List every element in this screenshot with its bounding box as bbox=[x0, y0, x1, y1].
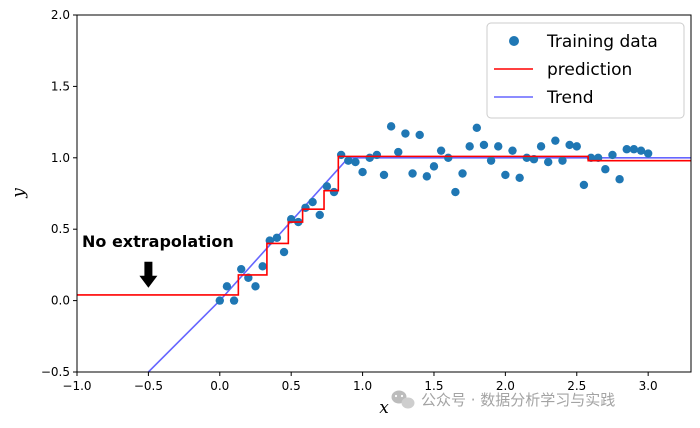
x-tick-label: 2.5 bbox=[567, 379, 586, 393]
x-tick-label: 1.0 bbox=[353, 379, 372, 393]
data-point bbox=[408, 169, 417, 178]
trend-line bbox=[147, 157, 691, 372]
x-tick-label: −1.0 bbox=[62, 379, 91, 393]
data-point bbox=[379, 170, 389, 180]
y-tick-label: 1.5 bbox=[51, 79, 70, 93]
data-point bbox=[465, 142, 474, 151]
x-tick-label: 0.0 bbox=[210, 379, 229, 393]
data-point bbox=[365, 153, 374, 162]
legend: Training data prediction Trend bbox=[486, 22, 685, 119]
x-tick-label: 1.5 bbox=[424, 379, 443, 393]
data-point bbox=[472, 123, 482, 133]
data-point bbox=[608, 150, 617, 160]
legend-label-trend: Trend bbox=[546, 88, 594, 108]
data-point bbox=[401, 129, 410, 138]
y-tick-label: −0.5 bbox=[41, 365, 70, 379]
x-tick-label: 0.5 bbox=[282, 379, 301, 393]
data-point bbox=[508, 146, 517, 155]
x-tick-label: 2.0 bbox=[496, 379, 515, 393]
data-point bbox=[615, 175, 624, 184]
data-point bbox=[258, 262, 267, 271]
data-point bbox=[565, 140, 574, 150]
data-point bbox=[415, 130, 424, 140]
data-point bbox=[429, 162, 439, 171]
prediction-line bbox=[77, 155, 691, 296]
legend-box bbox=[486, 22, 685, 119]
data-point bbox=[279, 247, 289, 257]
data-point bbox=[536, 142, 546, 151]
data-point bbox=[579, 180, 589, 190]
data-point bbox=[458, 169, 467, 178]
annotation: No extrapolation bbox=[82, 232, 234, 288]
data-point bbox=[622, 145, 631, 154]
legend-label-training-data: Training data bbox=[546, 32, 658, 52]
data-point bbox=[315, 210, 324, 220]
annotation-arrow-icon bbox=[139, 261, 158, 288]
data-point bbox=[344, 156, 353, 165]
annotation-text: No extrapolation bbox=[82, 232, 234, 251]
data-point bbox=[444, 153, 453, 162]
data-point bbox=[329, 187, 339, 197]
data-point bbox=[601, 165, 610, 174]
y-tick-label: 1.0 bbox=[51, 151, 70, 165]
data-point bbox=[422, 172, 432, 181]
data-point bbox=[643, 149, 653, 158]
plot-frame bbox=[76, 14, 692, 373]
watermark: 公众号 · 数据分析学习与实践 bbox=[391, 390, 615, 409]
legend-label-prediction: prediction bbox=[547, 60, 632, 80]
data-point bbox=[436, 146, 446, 155]
data-point bbox=[251, 282, 260, 291]
data-point bbox=[486, 156, 496, 165]
watermark-text: 公众号 · 数据分析学习与实践 bbox=[421, 391, 615, 409]
data-point bbox=[515, 173, 524, 182]
x-tick-label: −0.5 bbox=[134, 379, 163, 393]
data-point bbox=[451, 187, 460, 197]
wechat-icon bbox=[391, 390, 415, 409]
y-tick-label: 0.0 bbox=[51, 294, 70, 308]
data-point bbox=[272, 233, 282, 242]
data-point bbox=[572, 142, 581, 151]
data-point bbox=[629, 145, 639, 154]
data-point bbox=[544, 157, 553, 167]
data-point bbox=[558, 156, 567, 165]
x-axis-title: x bbox=[379, 398, 389, 418]
data-point bbox=[229, 296, 239, 305]
data-point bbox=[551, 136, 560, 145]
data-point bbox=[322, 182, 332, 191]
prediction-series bbox=[77, 155, 691, 296]
data-point bbox=[358, 167, 367, 177]
data-point bbox=[351, 157, 360, 167]
y-tick-label: 0.5 bbox=[51, 222, 70, 236]
y-axis-ticks: −0.5 0.0 0.5 1.0 1.5 2.0 bbox=[41, 8, 77, 379]
data-point bbox=[494, 142, 503, 151]
data-point bbox=[308, 197, 317, 207]
legend-marker-training-data bbox=[509, 36, 519, 46]
data-point bbox=[386, 122, 396, 131]
data-point bbox=[215, 296, 224, 305]
data-point bbox=[636, 146, 646, 155]
y-axis-title: y bbox=[9, 188, 29, 199]
data-point bbox=[222, 282, 232, 291]
data-point bbox=[522, 153, 531, 162]
data-point bbox=[501, 170, 510, 180]
training-data-series bbox=[215, 122, 653, 305]
trend-series bbox=[147, 157, 691, 372]
x-axis-ticks: −1.0 −0.5 0.0 0.5 1.0 1.5 2.0 2.5 3.0 bbox=[62, 372, 658, 393]
data-point bbox=[237, 264, 246, 274]
x-tick-label: 3.0 bbox=[639, 379, 658, 393]
data-point bbox=[372, 150, 382, 160]
data-point bbox=[479, 140, 489, 150]
y-tick-label: 2.0 bbox=[51, 8, 70, 22]
data-point bbox=[394, 147, 403, 157]
